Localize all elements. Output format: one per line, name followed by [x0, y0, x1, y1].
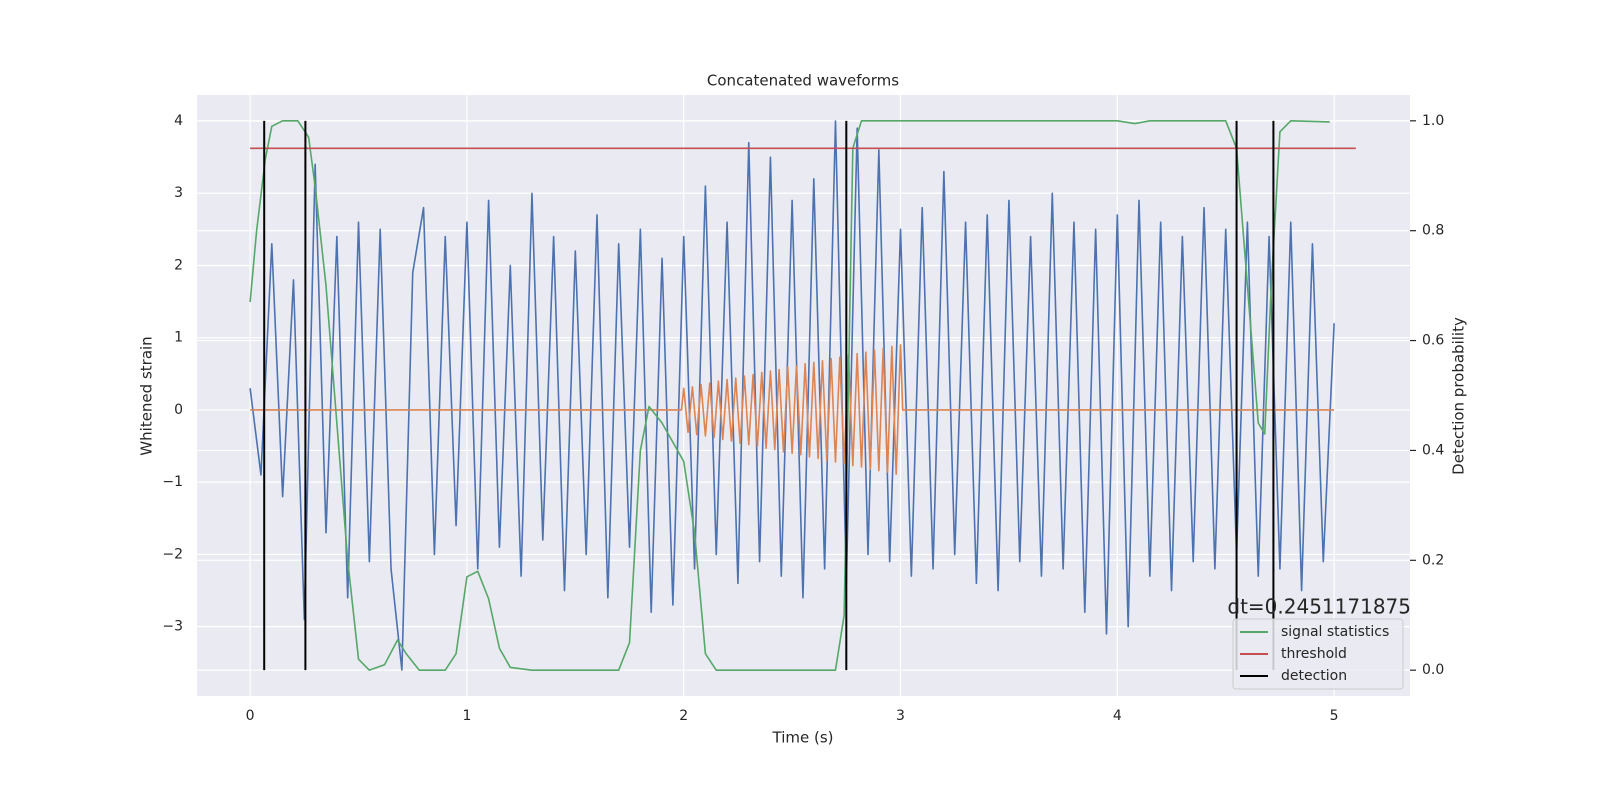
y2-tick-label: 0.4	[1422, 442, 1444, 458]
y-tick-label: 1	[174, 330, 183, 346]
x-axis-label: Time (s)	[772, 729, 834, 747]
legend-label: threshold	[1281, 646, 1347, 662]
x-tick-label: 1	[462, 708, 471, 724]
y-tick-label: −1	[162, 474, 183, 490]
series-line	[250, 344, 1335, 476]
y2-tick-label: 0.2	[1422, 552, 1444, 568]
y-tick-label: 3	[174, 185, 183, 201]
y-tick-label: 4	[174, 113, 183, 129]
y-tick-label: −2	[162, 546, 183, 562]
x-tick-label: 0	[246, 708, 255, 724]
series-line	[249, 120, 1330, 671]
x-tick-label: 5	[1330, 708, 1339, 724]
y2-tick-label: 0.6	[1422, 333, 1444, 349]
legend-label: detection	[1281, 668, 1347, 684]
y-tick-label: 0	[174, 402, 183, 418]
y2-tick-label: 1.0	[1422, 113, 1444, 129]
series-line	[249, 120, 1335, 671]
legend-label: signal statistics	[1281, 624, 1389, 640]
chart-title: Concatenated waveforms	[707, 72, 899, 90]
x-tick-label: 3	[896, 708, 905, 724]
y2-axis-label: Detection probability	[1450, 317, 1468, 475]
x-tick-label: 4	[1113, 708, 1122, 724]
x-tick-label: 2	[679, 708, 688, 724]
annotation: dt=0.2451171875	[1227, 595, 1411, 619]
y2-tick-label: 0.8	[1422, 223, 1444, 239]
y-axis-label: Whitened strain	[138, 336, 156, 455]
y2-tick-label: 0.0	[1422, 662, 1444, 678]
y-tick-label: −3	[162, 619, 183, 635]
y-tick-label: 2	[174, 257, 183, 273]
legend-box	[1232, 618, 1404, 690]
